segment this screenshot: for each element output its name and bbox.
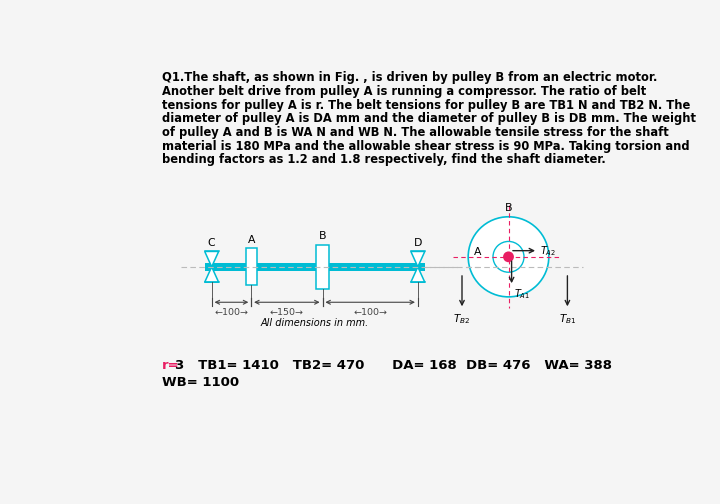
Text: D: D bbox=[413, 237, 422, 247]
Text: of pulley A and B is WA N and WB N. The allowable tensile stress for the shaft: of pulley A and B is WA N and WB N. The … bbox=[162, 126, 669, 139]
Text: material is 180 MPa and the allowable shear stress is 90 MPa. Taking torsion and: material is 180 MPa and the allowable sh… bbox=[162, 140, 690, 153]
Text: r=: r= bbox=[162, 359, 180, 372]
Text: 3   TB1= 1410   TB2= 470      DA= 168  DB= 476   WA= 388: 3 TB1= 1410 TB2= 470 DA= 168 DB= 476 WA=… bbox=[175, 359, 612, 372]
Text: Q1.The shaft, as shown in Fig. , is driven by pulley B from an electric motor.: Q1.The shaft, as shown in Fig. , is driv… bbox=[162, 71, 657, 84]
Text: ←150→: ←150→ bbox=[270, 308, 304, 318]
Text: diameter of pulley A is DA mm and the diameter of pulley B is DB mm. The weight: diameter of pulley A is DA mm and the di… bbox=[162, 112, 696, 125]
Polygon shape bbox=[411, 267, 425, 282]
Text: B: B bbox=[319, 231, 326, 240]
Text: ←100→: ←100→ bbox=[354, 308, 387, 318]
Bar bbox=[246, 248, 256, 285]
Text: tensions for pulley A is r. The belt tensions for pulley B are TB1 N and TB2 N. : tensions for pulley A is r. The belt ten… bbox=[162, 99, 690, 112]
Polygon shape bbox=[411, 251, 425, 267]
Circle shape bbox=[468, 217, 549, 297]
Text: WB= 1100: WB= 1100 bbox=[162, 376, 239, 389]
Text: $T_{A1}$: $T_{A1}$ bbox=[514, 288, 530, 301]
Circle shape bbox=[493, 241, 524, 272]
Polygon shape bbox=[204, 267, 219, 282]
Text: ←100→: ←100→ bbox=[215, 308, 248, 318]
Text: C: C bbox=[208, 237, 215, 247]
Text: A: A bbox=[474, 247, 482, 257]
Text: Another belt drive from pulley A is running a compressor. The ratio of belt: Another belt drive from pulley A is runn… bbox=[162, 85, 647, 98]
Text: $T_{B2}$: $T_{B2}$ bbox=[454, 312, 471, 326]
Text: A: A bbox=[248, 234, 255, 244]
Polygon shape bbox=[204, 251, 219, 267]
Text: $T_{B1}$: $T_{B1}$ bbox=[559, 312, 576, 326]
Bar bbox=[204, 263, 425, 271]
Circle shape bbox=[503, 251, 514, 262]
Text: All dimensions in mm.: All dimensions in mm. bbox=[261, 319, 369, 329]
Text: bending factors as 1.2 and 1.8 respectively, find the shaft diameter.: bending factors as 1.2 and 1.8 respectiv… bbox=[162, 154, 606, 166]
Text: $T_{A2}$: $T_{A2}$ bbox=[540, 244, 557, 258]
Text: B: B bbox=[505, 203, 512, 213]
Bar bbox=[315, 244, 330, 289]
